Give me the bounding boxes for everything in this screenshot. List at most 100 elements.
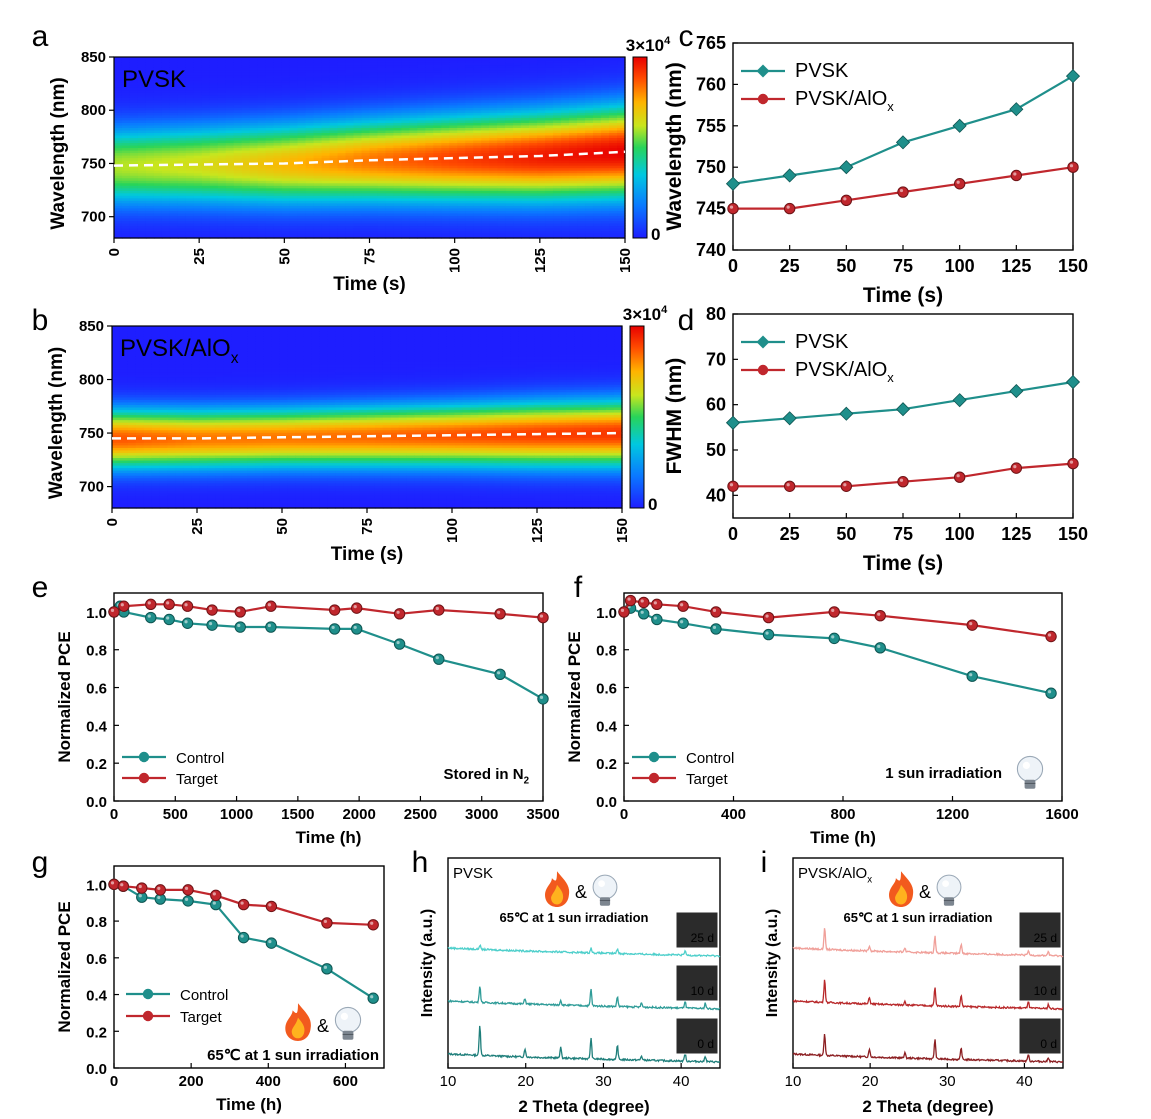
heatmap-cell: [233, 97, 243, 101]
heatmap-cell: [505, 142, 514, 146]
heatmap-cell: [114, 139, 123, 144]
heatmap-cell: [119, 341, 129, 345]
heatmap-cell: [119, 500, 129, 504]
heatmap-cell: [281, 152, 291, 156]
heatmap-cell: [409, 177, 418, 181]
heatmap-cell: [569, 139, 578, 144]
heatmap-cell: [193, 175, 203, 179]
heatmap-cell: [289, 165, 299, 169]
heatmap-cell: [601, 230, 610, 234]
heatmap-cell: [457, 64, 466, 68]
heatmap-cell: [417, 210, 426, 214]
heatmap-cell: [112, 452, 121, 456]
heatmap-cell: [313, 122, 323, 126]
heatmap-cell: [143, 376, 153, 380]
heatmap-cell: [241, 157, 251, 161]
heatmap-cell: [369, 155, 379, 159]
heatmap-cell: [577, 124, 586, 128]
heatmap-cell: [521, 144, 530, 149]
heatmap-cell: [114, 124, 123, 128]
heatmap-cell: [135, 371, 145, 375]
heatmap-cell: [569, 197, 578, 201]
heatmap-cell: [617, 210, 626, 214]
heatmap-cell: [449, 67, 458, 71]
heatmap-cell: [153, 190, 163, 194]
heatmap-cell: [577, 207, 586, 211]
heatmap-cell: [121, 152, 131, 156]
heatmap-cell: [249, 215, 259, 219]
heatmap-cell: [273, 109, 283, 113]
heatmap-cell: [505, 92, 514, 96]
heatmap-cell: [497, 152, 506, 156]
heatmap-cell: [593, 225, 602, 229]
heatmap-cell: [217, 165, 227, 169]
heatmap-cell: [545, 84, 554, 88]
heatmap-cell: [457, 207, 466, 211]
heatmap-cell: [569, 94, 578, 98]
heatmap-cell: [114, 114, 123, 118]
heatmap-cell: [305, 112, 315, 116]
heatmap-cell: [409, 89, 418, 93]
heatmap-cell: [169, 69, 179, 73]
heatmap-cell: [537, 165, 546, 169]
heatmap-cell: [481, 152, 490, 156]
heatmap-cell: [329, 210, 339, 214]
heatmap-cell: [585, 177, 594, 181]
heatmap-cell: [577, 235, 586, 239]
heatmap-cell: [417, 152, 426, 156]
heatmap-cell: [193, 144, 203, 149]
heatmap-cell: [313, 190, 323, 194]
heatmap-cell: [121, 202, 131, 206]
heatmap-cell: [609, 230, 618, 234]
heatmap-cell: [225, 212, 235, 216]
heatmap-cell: [177, 109, 187, 113]
heatmap-cell: [281, 94, 291, 98]
heatmap-cell: [209, 162, 219, 166]
heatmap-cell: [193, 82, 203, 86]
x-tick-label: 150: [617, 248, 634, 273]
heatmap-cell: [449, 165, 458, 169]
heatmap-cell: [281, 112, 291, 116]
heatmap-cell: [313, 87, 323, 91]
heatmap-cell: [153, 139, 163, 144]
heatmap-cell: [393, 114, 403, 118]
heatmap-cell: [473, 132, 482, 136]
heatmap-cell: [409, 144, 418, 149]
heatmap-cell: [609, 175, 618, 179]
heatmap-cell: [233, 82, 243, 86]
heatmap-cell: [353, 132, 363, 136]
heatmap-cell: [129, 74, 139, 78]
heatmap-cell: [127, 379, 137, 383]
heatmap-cell: [193, 202, 203, 206]
heatmap-cell: [313, 207, 323, 211]
heatmap-cell: [505, 114, 514, 118]
heatmap-cell: [345, 124, 355, 128]
heatmap-cell: [617, 217, 626, 221]
heatmap-cell: [401, 112, 411, 116]
heatmap-cell: [569, 210, 578, 214]
heatmap-cell: [521, 235, 530, 239]
heatmap-cell: [521, 222, 530, 227]
heatmap-cell: [127, 459, 137, 464]
heatmap-cell: [449, 142, 458, 146]
heatmap-cell: [593, 200, 602, 204]
heatmap-cell: [145, 72, 155, 76]
heatmap-cell: [481, 170, 490, 174]
heatmap-cell: [112, 485, 121, 489]
heatmap-cell: [585, 187, 594, 191]
heatmap-cell: [489, 187, 498, 191]
heatmap-cell: [385, 67, 395, 71]
heatmap-cell: [481, 139, 490, 144]
heatmap-cell: [545, 195, 554, 199]
heatmap-cell: [289, 89, 299, 93]
heatmap-cell: [601, 132, 610, 136]
heatmap-cell: [433, 57, 442, 61]
heatmap-cell: [537, 94, 546, 98]
heatmap-cell: [273, 94, 283, 98]
heatmap-cell: [177, 187, 187, 191]
heatmap-cell: [145, 139, 155, 144]
heatmap-cell: [241, 72, 251, 76]
heatmap-cell: [361, 89, 371, 93]
heatmap-cell: [265, 167, 275, 171]
heatmap-cell: [353, 217, 363, 221]
